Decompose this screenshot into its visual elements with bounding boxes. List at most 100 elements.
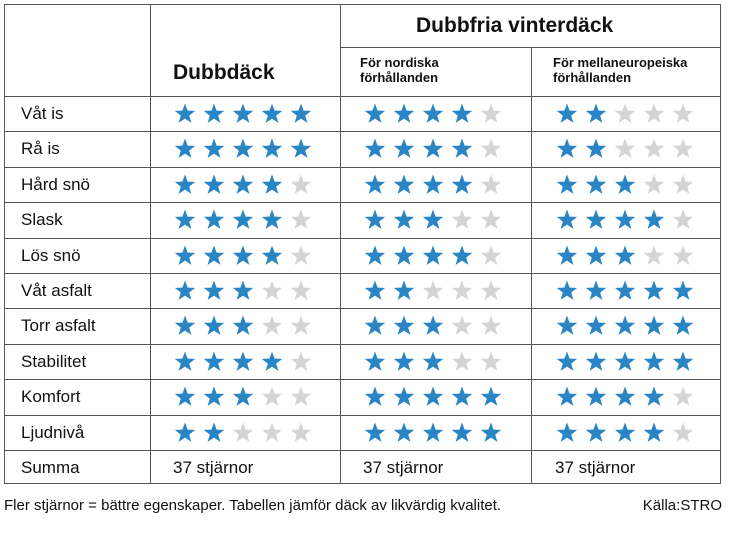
star-filled-icon <box>393 280 415 300</box>
star-filled-icon <box>643 209 665 230</box>
star-rating-nordic <box>363 102 503 126</box>
star-filled-icon <box>364 209 386 230</box>
star-filled-icon <box>422 351 444 371</box>
star-filled-icon <box>232 138 254 159</box>
star-filled-icon <box>672 280 694 300</box>
star-empty-icon <box>643 103 665 123</box>
star-filled-icon <box>174 386 196 407</box>
divider-col-3 <box>531 47 532 483</box>
star-empty-icon <box>614 138 636 159</box>
star-filled-icon <box>203 174 225 194</box>
star-rating-studded <box>173 102 313 126</box>
star-filled-icon <box>232 174 254 194</box>
star-filled-icon <box>614 209 636 230</box>
star-rating-nordic <box>363 244 503 268</box>
star-filled-icon <box>614 351 636 371</box>
star-filled-icon <box>585 209 607 230</box>
star-filled-icon <box>261 174 283 194</box>
studless-tires-title: Dubbfria vinterdäck <box>416 14 614 37</box>
row-divider <box>5 414 720 416</box>
star-filled-icon <box>364 174 386 194</box>
star-rating-studded <box>173 314 313 338</box>
star-filled-icon <box>364 315 386 336</box>
star-filled-icon <box>393 315 415 336</box>
star-filled-icon <box>643 386 665 407</box>
star-rating-nordic <box>363 173 503 197</box>
star-filled-icon <box>364 280 386 300</box>
star-empty-icon <box>480 138 502 159</box>
row-divider <box>5 308 720 310</box>
star-filled-icon <box>585 174 607 194</box>
star-filled-icon <box>585 315 607 336</box>
star-filled-icon <box>614 422 636 442</box>
star-rating-studded <box>173 208 313 232</box>
star-empty-icon <box>290 209 312 230</box>
row-label: Slask <box>21 210 63 230</box>
star-empty-icon <box>480 209 502 230</box>
star-filled-icon <box>174 138 196 159</box>
star-empty-icon <box>261 315 283 336</box>
summary-label: Summa <box>21 458 80 477</box>
star-filled-icon <box>480 386 502 407</box>
star-filled-icon <box>585 386 607 407</box>
star-filled-icon <box>364 245 386 265</box>
star-empty-icon <box>290 351 312 371</box>
star-filled-icon <box>556 103 578 123</box>
row-divider <box>5 202 720 204</box>
star-empty-icon <box>451 315 473 336</box>
star-filled-icon <box>480 422 502 442</box>
star-filled-icon <box>614 245 636 265</box>
star-empty-icon <box>643 174 665 194</box>
star-filled-icon <box>174 280 196 300</box>
row-label: Komfort <box>21 387 81 407</box>
star-empty-icon <box>672 103 694 123</box>
star-filled-icon <box>261 138 283 159</box>
star-empty-icon <box>480 103 502 123</box>
star-filled-icon <box>393 209 415 230</box>
star-filled-icon <box>422 174 444 194</box>
star-rating-central <box>555 173 695 197</box>
star-filled-icon <box>232 103 254 123</box>
star-filled-icon <box>643 351 665 371</box>
star-filled-icon <box>203 245 225 265</box>
star-filled-icon <box>203 138 225 159</box>
star-filled-icon <box>364 103 386 123</box>
star-filled-icon <box>174 245 196 265</box>
tire-comparison-table: Dubbdäck Dubbfria vinterdäck För nordisk… <box>4 4 721 484</box>
star-rating-nordic <box>363 279 503 303</box>
star-rating-studded <box>173 350 313 374</box>
row-divider <box>5 131 720 133</box>
star-filled-icon <box>393 351 415 371</box>
star-rating-nordic <box>363 137 503 161</box>
star-filled-icon <box>393 386 415 407</box>
star-filled-icon <box>393 174 415 194</box>
star-empty-icon <box>480 280 502 300</box>
star-rating-studded <box>173 279 313 303</box>
star-empty-icon <box>672 422 694 442</box>
star-rating-nordic <box>363 208 503 232</box>
row-divider <box>5 237 720 239</box>
star-empty-icon <box>232 422 254 442</box>
star-filled-icon <box>451 386 473 407</box>
star-filled-icon <box>451 174 473 194</box>
star-filled-icon <box>203 103 225 123</box>
star-filled-icon <box>261 351 283 371</box>
star-filled-icon <box>556 386 578 407</box>
star-rating-studded <box>173 421 313 445</box>
star-empty-icon <box>422 280 444 300</box>
star-filled-icon <box>556 315 578 336</box>
star-filled-icon <box>556 245 578 265</box>
star-filled-icon <box>232 386 254 407</box>
star-filled-icon <box>174 209 196 230</box>
star-empty-icon <box>261 422 283 442</box>
star-empty-icon <box>290 315 312 336</box>
footer-source: Källa:STRO <box>642 497 722 514</box>
star-empty-icon <box>451 209 473 230</box>
star-filled-icon <box>174 422 196 442</box>
central-european-conditions-label: För mellaneuropeiska förhållanden <box>553 55 688 85</box>
star-filled-icon <box>556 209 578 230</box>
star-rating-nordic <box>363 421 503 445</box>
star-filled-icon <box>451 138 473 159</box>
star-filled-icon <box>556 351 578 371</box>
star-rating-central <box>555 421 695 445</box>
